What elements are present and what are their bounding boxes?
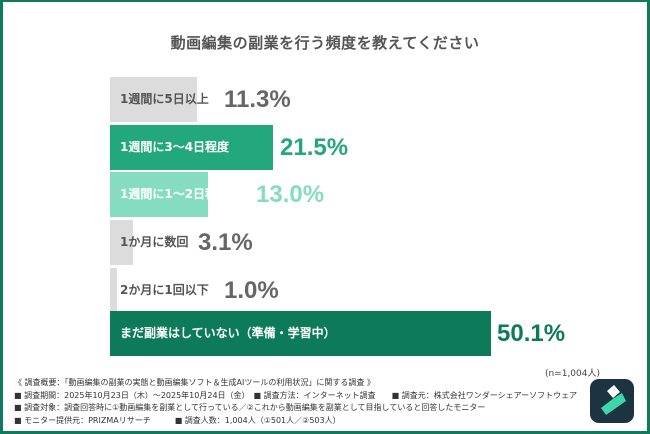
chart-title: 動画編集の副業を行う頻度を教えてください xyxy=(170,34,480,52)
bar-label: 1週間に5日以上 xyxy=(120,92,209,106)
bar-value: 3.1% xyxy=(198,229,253,256)
survey-note-line: ■ 調査対象：調査回答時に①動画編集を副業として行っている／②これから動画編集を… xyxy=(14,403,486,412)
survey-note-line: ■ 調査期間：2025年10月23日（木）〜2025年10月24日（金） ■ 調… xyxy=(14,390,578,400)
survey-note-line: 《 調査概要：「動画編集の副業の実態と動画編集ソフト＆生成AIツールの利用状況」… xyxy=(14,378,375,387)
bar-value: 50.1% xyxy=(497,320,566,347)
bar-label: 1週間に3〜4日程度 xyxy=(120,140,230,154)
bar-value: 13.0% xyxy=(256,181,325,208)
bar-3-4-days: 1週間に3〜4日程度 21.5% xyxy=(110,125,348,170)
bar-5-days-plus: 1週間に5日以上 11.3% xyxy=(110,77,291,122)
bar-value: 1.0% xyxy=(224,277,279,304)
survey-note-line: ■ モニター提供元：PRIZMAリサーチ ■ 調査人数：1,004人（①501人… xyxy=(14,415,341,425)
bar-few-times-month: 1か月に数回 3.1% xyxy=(110,220,253,265)
bar-label: 1か月に数回 xyxy=(120,235,189,249)
bar-label: まだ副業はしていない（準備・学習中） xyxy=(120,326,336,340)
bar-value: 11.3% xyxy=(224,86,291,113)
bar-label: 1週間に1〜2日程度 xyxy=(120,187,230,201)
bar-once-two-months: 2か月に1回以下 1.0% xyxy=(110,268,279,313)
filmora-logo-icon xyxy=(590,379,634,423)
sample-size-note: (n=1,004人) xyxy=(544,369,600,379)
bar-label: 2か月に1回以下 xyxy=(120,283,209,297)
bar-1-2-days: 1週間に1〜2日程度 13.0% xyxy=(110,172,324,217)
bar-value: 21.5% xyxy=(280,134,349,161)
survey-notes: 《 調査概要：「動画編集の副業の実態と動画編集ソフト＆生成AIツールの利用状況」… xyxy=(14,377,577,427)
bar-not-yet: まだ副業はしていない（準備・学習中） 50.1% xyxy=(110,311,565,356)
